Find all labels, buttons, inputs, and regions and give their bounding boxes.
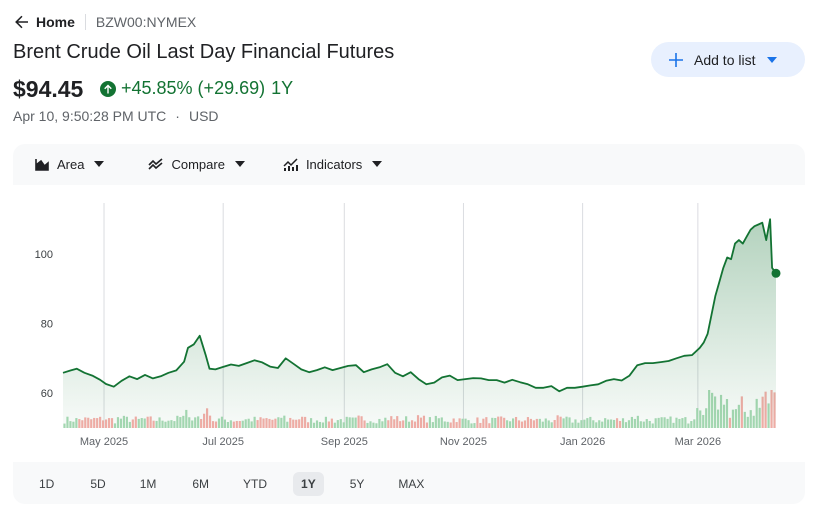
y-tick-label: 60 [41, 388, 53, 400]
arrow-up-circle-icon [100, 80, 116, 97]
current-price: $94.45 [13, 76, 84, 102]
add-to-list-button[interactable]: Add to list [651, 42, 805, 77]
indicators-icon [283, 157, 298, 171]
range-button-max[interactable]: MAX [398, 477, 425, 491]
chart-type-label: Area [57, 156, 85, 172]
y-tick-label: 100 [35, 249, 53, 261]
plus-icon [669, 52, 683, 67]
area-chart-icon [35, 158, 49, 171]
timestamp: Apr 10, 9:50:28 PM UTC [13, 108, 167, 124]
price-line [62, 218, 777, 393]
change-period: 1Y [271, 78, 294, 98]
x-tick-label: Jul 2025 [202, 436, 244, 448]
chart-toolbar: Area Compare Indicators [13, 144, 805, 184]
range-button-5d[interactable]: 5D [90, 477, 106, 491]
indicators-dropdown[interactable]: Indicators [283, 150, 390, 178]
chart-type-dropdown[interactable]: Area [35, 150, 112, 178]
range-button-1d[interactable]: 1D [39, 477, 55, 491]
caret-down-icon[interactable] [767, 56, 778, 63]
compare-dropdown[interactable]: Compare [148, 150, 252, 178]
add-to-list-label: Add to list [694, 51, 756, 68]
range-button-ytd[interactable]: YTD [243, 477, 268, 491]
range-button-1m[interactable]: 1M [139, 477, 157, 491]
range-selector: 1D 5D 1M 6M YTD 1Y 5Y MAX [13, 470, 432, 498]
arrow-back-icon[interactable] [14, 14, 30, 30]
compare-icon [148, 158, 163, 170]
price-area-fill [63, 219, 776, 428]
caret-down-icon [234, 161, 245, 167]
range-button-1y[interactable]: 1Y [293, 472, 324, 496]
caret-down-icon [94, 161, 105, 167]
x-tick-label: Jan 2026 [560, 436, 605, 448]
breadcrumb-divider [84, 14, 86, 30]
x-tick-label: May 2025 [80, 436, 128, 448]
last-price-marker[interactable] [771, 268, 781, 278]
price-change: +45.85% (+29.69) 1Y [100, 78, 293, 99]
x-tick-label: Sep 2025 [321, 436, 368, 448]
caret-down-icon [372, 161, 383, 167]
range-button-5y[interactable]: 5Y [349, 477, 365, 491]
page-title: Brent Crude Oil Last Day Financial Futur… [13, 41, 395, 63]
change-value: +45.85% (+29.69) [121, 78, 266, 98]
meta-separator: · [175, 108, 180, 124]
indicators-label: Indicators [305, 156, 363, 172]
price-chart[interactable]: May 2025 Jul 2025 Sep 2025 Nov 2025 Jan 2026… [13, 185, 805, 462]
ticker-symbol: BZW00:NYMEX [95, 14, 197, 30]
currency: USD [188, 108, 219, 124]
breadcrumb-home-link[interactable]: Home [36, 14, 75, 30]
quote-meta: Apr 10, 9:50:28 PM UTC · USD [13, 108, 219, 124]
breadcrumb: Home BZW00:NYMEX [14, 12, 196, 32]
range-button-6m[interactable]: 6M [192, 477, 210, 491]
x-tick-label: Nov 2025 [440, 436, 487, 448]
compare-label: Compare [171, 156, 225, 172]
chart-plot-area[interactable]: May 2025 Jul 2025 Sep 2025 Nov 2025 Jan 2026… [13, 185, 805, 462]
x-tick-label: Mar 2026 [675, 436, 721, 448]
y-tick-label: 80 [41, 319, 53, 331]
